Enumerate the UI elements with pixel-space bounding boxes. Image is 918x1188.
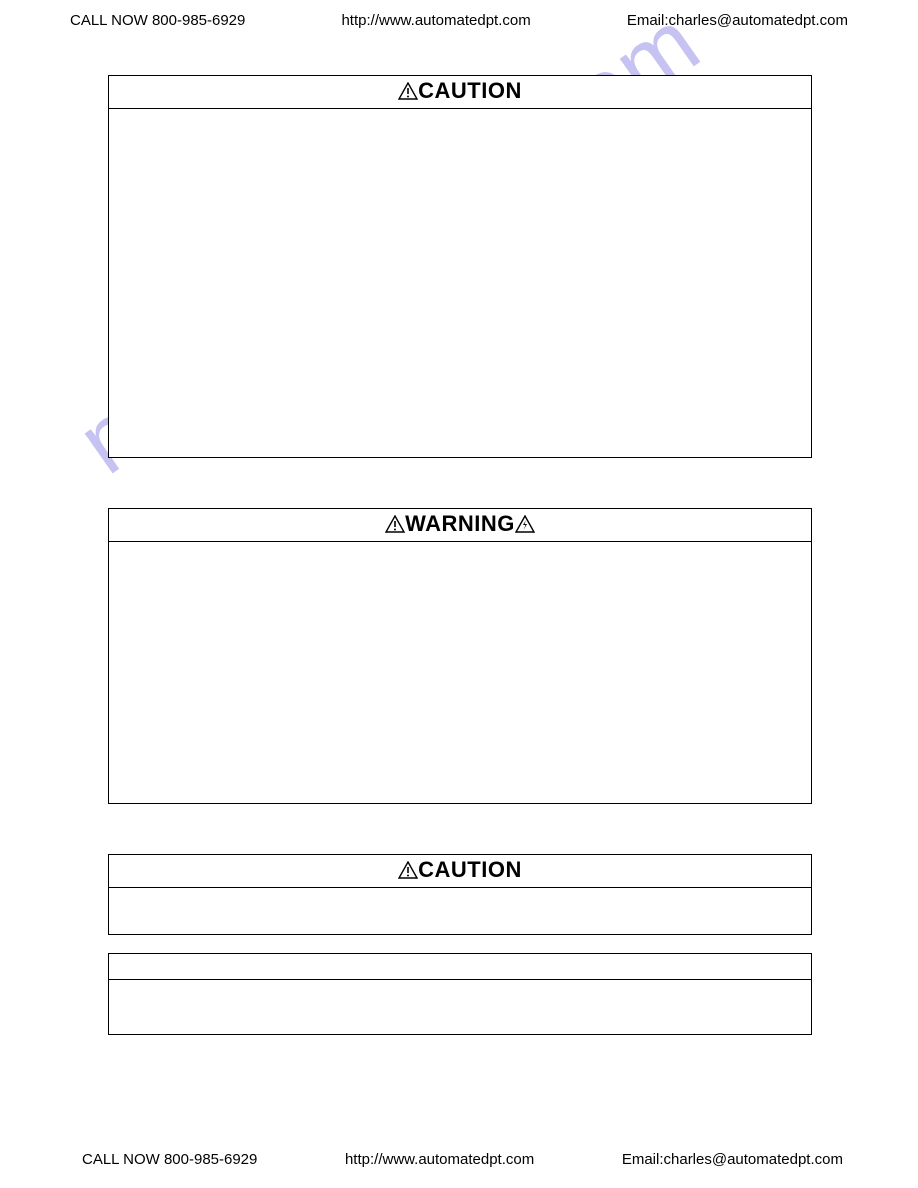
caution-label-2: CAUTION — [418, 857, 522, 882]
caution-body-1 — [109, 109, 811, 457]
electric-hazard-icon — [515, 513, 535, 539]
page-footer: CALL NOW 800-985-6929 http://www.automat… — [0, 1143, 918, 1176]
caution-header-1: CAUTION — [109, 76, 811, 109]
warning-triangle-icon — [385, 513, 405, 539]
info-box-header — [109, 954, 811, 980]
footer-phone: CALL NOW 800-985-6929 — [82, 1151, 257, 1168]
info-box — [108, 953, 812, 1035]
warning-label: WARNING — [405, 511, 515, 536]
caution-label-1: CAUTION — [418, 78, 522, 103]
caution-body-2 — [109, 888, 811, 934]
footer-email: Email:charles@automatedpt.com — [622, 1151, 843, 1168]
page-content: CAUTION WARNING — [108, 75, 812, 1035]
footer-url: http://www.automatedpt.com — [345, 1151, 534, 1168]
page-header: CALL NOW 800-985-6929 http://www.automat… — [0, 4, 918, 37]
header-phone: CALL NOW 800-985-6929 — [70, 12, 245, 29]
header-email: Email:charles@automatedpt.com — [627, 12, 848, 29]
warning-header: WARNING — [109, 509, 811, 542]
caution-header-2: CAUTION — [109, 855, 811, 888]
warning-triangle-icon — [398, 80, 418, 106]
warning-body — [109, 542, 811, 803]
warning-triangle-icon — [398, 859, 418, 885]
caution-box-1: CAUTION — [108, 75, 812, 458]
caution-box-2: CAUTION — [108, 854, 812, 935]
header-url: http://www.automatedpt.com — [341, 12, 530, 29]
warning-box: WARNING — [108, 508, 812, 804]
info-box-body — [109, 980, 811, 1034]
